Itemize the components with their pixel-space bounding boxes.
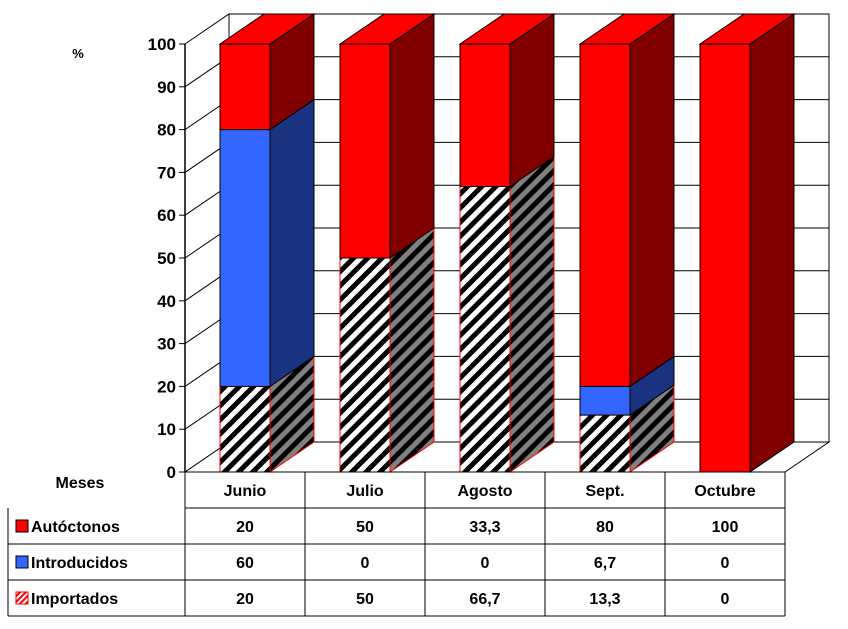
table-cell: 20: [236, 591, 254, 608]
y-tick-label: 50: [157, 249, 176, 268]
x-category-label: Junio: [224, 483, 267, 500]
y-tick-label: 0: [167, 463, 176, 482]
y-axis: 0 10 20 30 40 50 60 70 80 90 100: [148, 35, 186, 482]
legend-swatch-importados: [15, 591, 29, 605]
y-tick-label: 60: [157, 206, 176, 225]
bar-top: [338, 13, 436, 45]
bar-side: [749, 13, 795, 473]
x-axis-label: Meses: [56, 475, 105, 492]
bar-segment-importados: [339, 227, 435, 473]
bar-front: [219, 43, 271, 131]
bar-front: [459, 186, 511, 473]
y-tick-label: 40: [157, 292, 176, 311]
row-label: Autóctonos: [31, 519, 120, 536]
table-cell: 0: [721, 591, 730, 608]
bar-front: [219, 385, 271, 473]
table-cell: 0: [361, 555, 370, 572]
bar-segment-importados: [579, 384, 675, 473]
bar-front: [339, 43, 391, 259]
table-cell: 6,7: [594, 555, 616, 572]
y-tick-label: 90: [157, 78, 176, 97]
table-cell: 0: [481, 555, 490, 572]
table-cell: 0: [721, 555, 730, 572]
bar-front: [459, 43, 511, 188]
bar-side: [269, 98, 315, 388]
y-tick-label: 70: [157, 163, 176, 182]
bar-front: [579, 43, 631, 387]
bar-side: [389, 227, 435, 473]
bar-side: [629, 13, 675, 388]
bar-top: [218, 13, 316, 45]
bar-segment-autóctonos: [459, 13, 555, 188]
row-label: Introducidos: [31, 555, 128, 572]
y-tick-label: 80: [157, 121, 176, 140]
y-tick-label: 20: [157, 377, 176, 396]
x-category-label: Octubre: [694, 483, 755, 500]
bar-front: [579, 385, 631, 416]
row-label: Importados: [31, 591, 118, 608]
bar-segment-autóctonos: [219, 13, 315, 131]
bar-segment-autóctonos: [579, 13, 675, 388]
bar-top: [578, 13, 676, 45]
bar-top: [458, 13, 556, 45]
table-cell: 80: [596, 519, 614, 536]
table-cell: 60: [236, 555, 254, 572]
y-tick-label: 30: [157, 335, 176, 354]
bar-side: [509, 155, 555, 473]
y-tick-label: 100: [148, 35, 176, 54]
bars: [218, 13, 796, 473]
table-cell: 50: [356, 519, 374, 536]
bar-segment-autóctonos: [339, 13, 435, 259]
y-axis-label: %: [72, 46, 84, 61]
x-category-label: Sept.: [585, 483, 624, 500]
table-cell: 50: [356, 591, 374, 608]
bar-front: [339, 257, 391, 473]
bar-front: [579, 414, 631, 473]
legend-swatch-autóctonos: [15, 519, 29, 533]
y-tick-label: 10: [157, 420, 176, 439]
x-category-label: Julio: [346, 483, 384, 500]
bar-side: [389, 13, 435, 259]
table-cell: 13,3: [589, 591, 620, 608]
bar-top: [698, 13, 796, 45]
bar-segment-importados: [459, 155, 555, 473]
data-table: Junio Julio Agosto Sept. Octubre Autóctonos 20…: [7, 471, 786, 617]
table-cell: 100: [712, 519, 739, 536]
bar-segment-autóctonos: [699, 13, 795, 473]
bar-front: [219, 129, 271, 387]
legend-swatch-introducidos: [15, 555, 29, 569]
x-category-label: Agosto: [457, 483, 512, 500]
bar-segment-importados: [219, 355, 315, 473]
table-cell: 66,7: [469, 591, 500, 608]
table-cell: 33,3: [469, 519, 500, 536]
bar-front: [699, 43, 751, 473]
table-cell: 20: [236, 519, 254, 536]
bar-segment-introducidos: [219, 98, 315, 388]
